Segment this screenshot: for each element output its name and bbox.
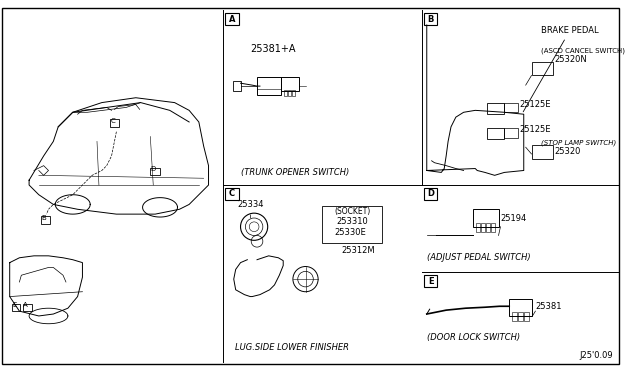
Bar [12, 304, 20, 311]
Bar [292, 90, 295, 96]
Text: LUG.SIDE LOWER FINISHER: LUG.SIDE LOWER FINISHER [235, 343, 349, 352]
Text: B: B [41, 215, 46, 221]
Bar [487, 103, 504, 114]
Text: 25194: 25194 [500, 214, 527, 223]
Text: 25320: 25320 [555, 147, 581, 156]
Text: 253310: 253310 [336, 217, 368, 226]
Bar [504, 128, 518, 138]
Text: B: B [428, 15, 434, 24]
Text: (ADJUST PEDAL SWITCH): (ADJUST PEDAL SWITCH) [427, 253, 531, 262]
Text: (DOOR LOCK SWITCH): (DOOR LOCK SWITCH) [427, 333, 520, 342]
Text: 25125E: 25125E [520, 100, 552, 109]
Text: D: D [150, 166, 156, 172]
Bar [486, 223, 490, 232]
Bar [225, 188, 239, 200]
Text: C: C [228, 189, 235, 198]
Bar [424, 275, 437, 287]
Text: (SOCKET): (SOCKET) [334, 207, 370, 216]
Text: 25334: 25334 [237, 201, 264, 218]
Text: (STOP LAMP SWITCH): (STOP LAMP SWITCH) [541, 139, 616, 146]
Bar [509, 298, 532, 316]
Text: A: A [23, 302, 28, 308]
Text: E: E [428, 276, 433, 286]
Bar [476, 223, 480, 232]
Text: 25320N: 25320N [555, 55, 588, 64]
Bar [424, 188, 437, 200]
Text: (ASCD CANCEL SWITCH): (ASCD CANCEL SWITCH) [541, 47, 625, 54]
Bar [23, 304, 32, 311]
Bar [491, 223, 495, 232]
Text: J25'0.09: J25'0.09 [579, 351, 613, 360]
Bar [481, 223, 485, 232]
Bar [524, 312, 529, 321]
Bar [518, 312, 523, 321]
Bar [424, 13, 437, 25]
Bar [531, 145, 553, 159]
Bar [109, 119, 119, 127]
Text: 25381: 25381 [536, 302, 562, 311]
Bar [531, 62, 553, 76]
Text: A: A [228, 15, 235, 24]
Bar [41, 216, 51, 224]
Bar [284, 90, 287, 96]
Text: E: E [12, 302, 16, 308]
Bar [504, 103, 518, 112]
Text: (TRUNK OPENER SWITCH): (TRUNK OPENER SWITCH) [241, 169, 349, 177]
Bar [233, 81, 241, 91]
Text: 25330E: 25330E [335, 228, 366, 237]
Text: 25125E: 25125E [520, 125, 552, 134]
Bar [281, 77, 299, 91]
Bar [512, 312, 517, 321]
Bar [225, 13, 239, 25]
Bar [288, 90, 291, 96]
Bar [257, 77, 281, 95]
Text: 25381+A: 25381+A [250, 44, 296, 54]
Text: 25312M: 25312M [341, 246, 375, 255]
Bar [150, 167, 160, 175]
Text: BRAKE PEDAL: BRAKE PEDAL [523, 26, 599, 112]
Text: C: C [110, 118, 115, 124]
Bar [487, 128, 504, 140]
Bar [474, 209, 499, 227]
Text: D: D [427, 189, 434, 198]
Bar [322, 206, 382, 243]
